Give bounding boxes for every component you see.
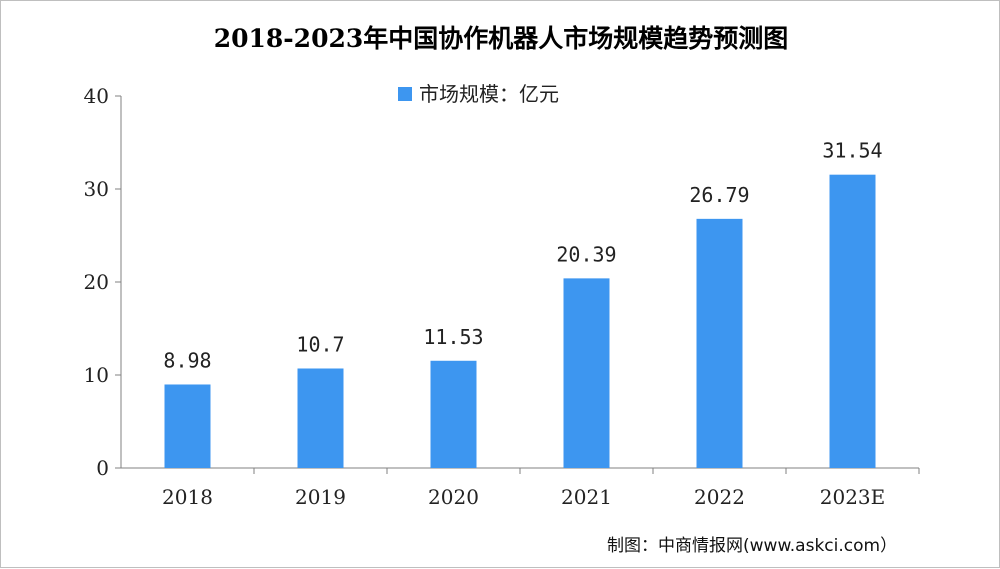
bar — [430, 360, 477, 468]
y-tick-label: 0 — [96, 456, 109, 480]
bars: 8.98 10.7 11.53 20.39 26.79 31.54 — [163, 139, 883, 469]
y-tick-label: 20 — [84, 270, 109, 294]
source-note: 制图：中商情报网(www.askci.com） — [607, 536, 897, 556]
y-tick-label: 40 — [84, 84, 109, 108]
bar — [696, 218, 743, 468]
data-label: 8.98 — [163, 348, 211, 372]
y-axis-ticks: 0 10 20 30 40 — [84, 84, 121, 480]
x-axis-ticks: 2018 2019 2020 2021 2022 2023E — [162, 468, 920, 509]
data-label: 10.7 — [296, 332, 344, 356]
x-tick-label: 2023E — [820, 485, 886, 509]
bar — [297, 368, 344, 468]
y-tick-label: 30 — [84, 177, 109, 201]
x-tick-label: 2022 — [694, 485, 745, 509]
data-label: 11.53 — [423, 325, 483, 349]
data-label: 26.79 — [689, 183, 749, 207]
chart-title: 2018-2023年中国协作机器人市场规模趋势预测图 — [214, 24, 789, 53]
legend-swatch — [398, 87, 412, 101]
x-tick-label: 2021 — [561, 485, 612, 509]
data-label: 31.54 — [822, 139, 882, 163]
legend-label: 市场规模：亿元 — [419, 82, 559, 106]
bar — [563, 278, 610, 468]
data-label: 20.39 — [556, 242, 616, 266]
bar — [829, 174, 876, 469]
x-tick-label: 2019 — [295, 485, 346, 509]
x-tick-label: 2018 — [162, 485, 213, 509]
x-tick-label: 2020 — [428, 485, 479, 509]
bar — [164, 384, 211, 468]
y-tick-label: 10 — [84, 363, 109, 387]
legend: 市场规模：亿元 — [398, 82, 559, 106]
